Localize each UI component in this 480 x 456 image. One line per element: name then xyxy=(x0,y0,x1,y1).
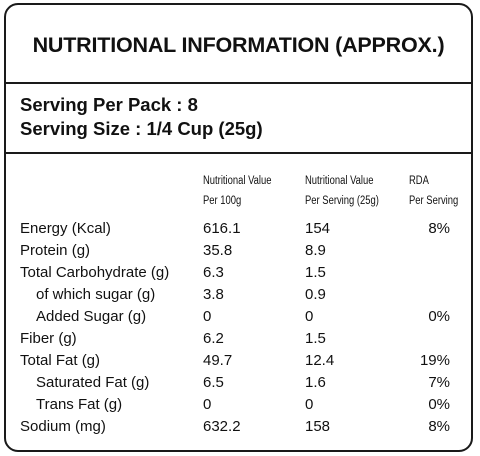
value-per-100g: 0 xyxy=(203,308,212,325)
value-per-100g: 6.2 xyxy=(203,330,224,347)
value-per-100g: 35.8 xyxy=(203,242,233,259)
value-per-100g: 6.3 xyxy=(203,264,224,281)
value-per-serving: 1.5 xyxy=(305,330,326,347)
value-per-serving: 8.9 xyxy=(305,242,326,259)
table-row: Protein (g) 35.8 8.9 xyxy=(6,240,471,262)
value-per-100g: 616.1 xyxy=(203,220,241,237)
nutrient-label: Fiber (g) xyxy=(20,330,77,347)
column-header-per-serving: Nutritional Value Per Serving (25g) xyxy=(305,171,379,211)
nutrient-label: Total Carbohydrate (g) xyxy=(20,264,170,281)
column-header-per-100g-line2: Per 100g xyxy=(203,195,242,207)
value-per-serving: 0 xyxy=(305,308,314,325)
value-per-serving: 0.9 xyxy=(305,286,326,303)
value-rda: 19% xyxy=(419,352,450,369)
value-per-serving: 0 xyxy=(305,396,314,413)
value-per-100g: 0 xyxy=(203,396,212,413)
table-row: Energy (Kcal) 616.1 154 8% xyxy=(6,218,471,240)
serving-size: Serving Size : 1/4 Cup (25g) xyxy=(20,118,263,139)
table-row: Total Fat (g) 49.7 12.4 19% xyxy=(6,350,471,372)
nutrient-label: Sodium (mg) xyxy=(20,418,106,435)
serving-per-pack: Serving Per Pack : 8 xyxy=(20,94,198,115)
value-rda: 0% xyxy=(428,308,450,325)
value-per-serving: 1.6 xyxy=(305,374,326,391)
value-per-100g: 49.7 xyxy=(203,352,233,369)
column-header-rda-line1: RDA xyxy=(409,175,429,187)
value-per-serving: 12.4 xyxy=(305,352,335,369)
value-per-100g: 6.5 xyxy=(203,374,224,391)
table-row: of which sugar (g) 3.8 0.9 xyxy=(6,284,471,306)
nutrient-label: Added Sugar (g) xyxy=(36,308,147,325)
table-row: Added Sugar (g) 0 0 0% xyxy=(6,306,471,328)
serving-divider xyxy=(6,152,471,154)
table-row: Saturated Fat (g) 6.5 1.6 7% xyxy=(6,372,471,394)
value-rda: 0% xyxy=(428,396,450,413)
nutrient-label: Trans Fat (g) xyxy=(36,396,123,413)
column-header-per-100g: Nutritional Value Per 100g xyxy=(203,171,271,211)
title-divider xyxy=(6,82,471,84)
table-row: Trans Fat (g) 0 0 0% xyxy=(6,394,471,416)
nutrition-panel: NUTRITIONAL INFORMATION (APPROX.) Servin… xyxy=(4,3,473,452)
nutrient-label: Saturated Fat (g) xyxy=(36,374,150,391)
column-header-per-100g-line1: Nutritional Value xyxy=(203,175,272,187)
column-header-rda: RDA Per Serving xyxy=(409,171,458,211)
value-per-100g: 3.8 xyxy=(203,286,224,303)
table-row: Total Carbohydrate (g) 6.3 1.5 xyxy=(6,262,471,284)
value-rda: 8% xyxy=(428,418,450,435)
nutrient-label: Total Fat (g) xyxy=(20,352,101,369)
column-header-rda-line2: Per Serving xyxy=(409,195,459,207)
value-rda: 8% xyxy=(428,220,450,237)
nutrient-label: Protein (g) xyxy=(20,242,91,259)
column-header-per-serving-line1: Nutritional Value xyxy=(305,175,374,187)
table-row: Sodium (mg) 632.2 158 8% xyxy=(6,416,471,438)
nutrient-label: of which sugar (g) xyxy=(36,286,156,303)
value-per-serving: 154 xyxy=(305,220,331,237)
value-per-serving: 158 xyxy=(305,418,331,435)
value-rda: 7% xyxy=(428,374,450,391)
column-header-per-serving-line2: Per Serving (25g) xyxy=(305,195,379,207)
table-row: Fiber (g) 6.2 1.5 xyxy=(6,328,471,350)
value-per-serving: 1.5 xyxy=(305,264,326,281)
panel-title: NUTRITIONAL INFORMATION (APPROX.) xyxy=(32,33,445,57)
nutrient-label: Energy (Kcal) xyxy=(20,220,111,237)
value-per-100g: 632.2 xyxy=(203,418,241,435)
